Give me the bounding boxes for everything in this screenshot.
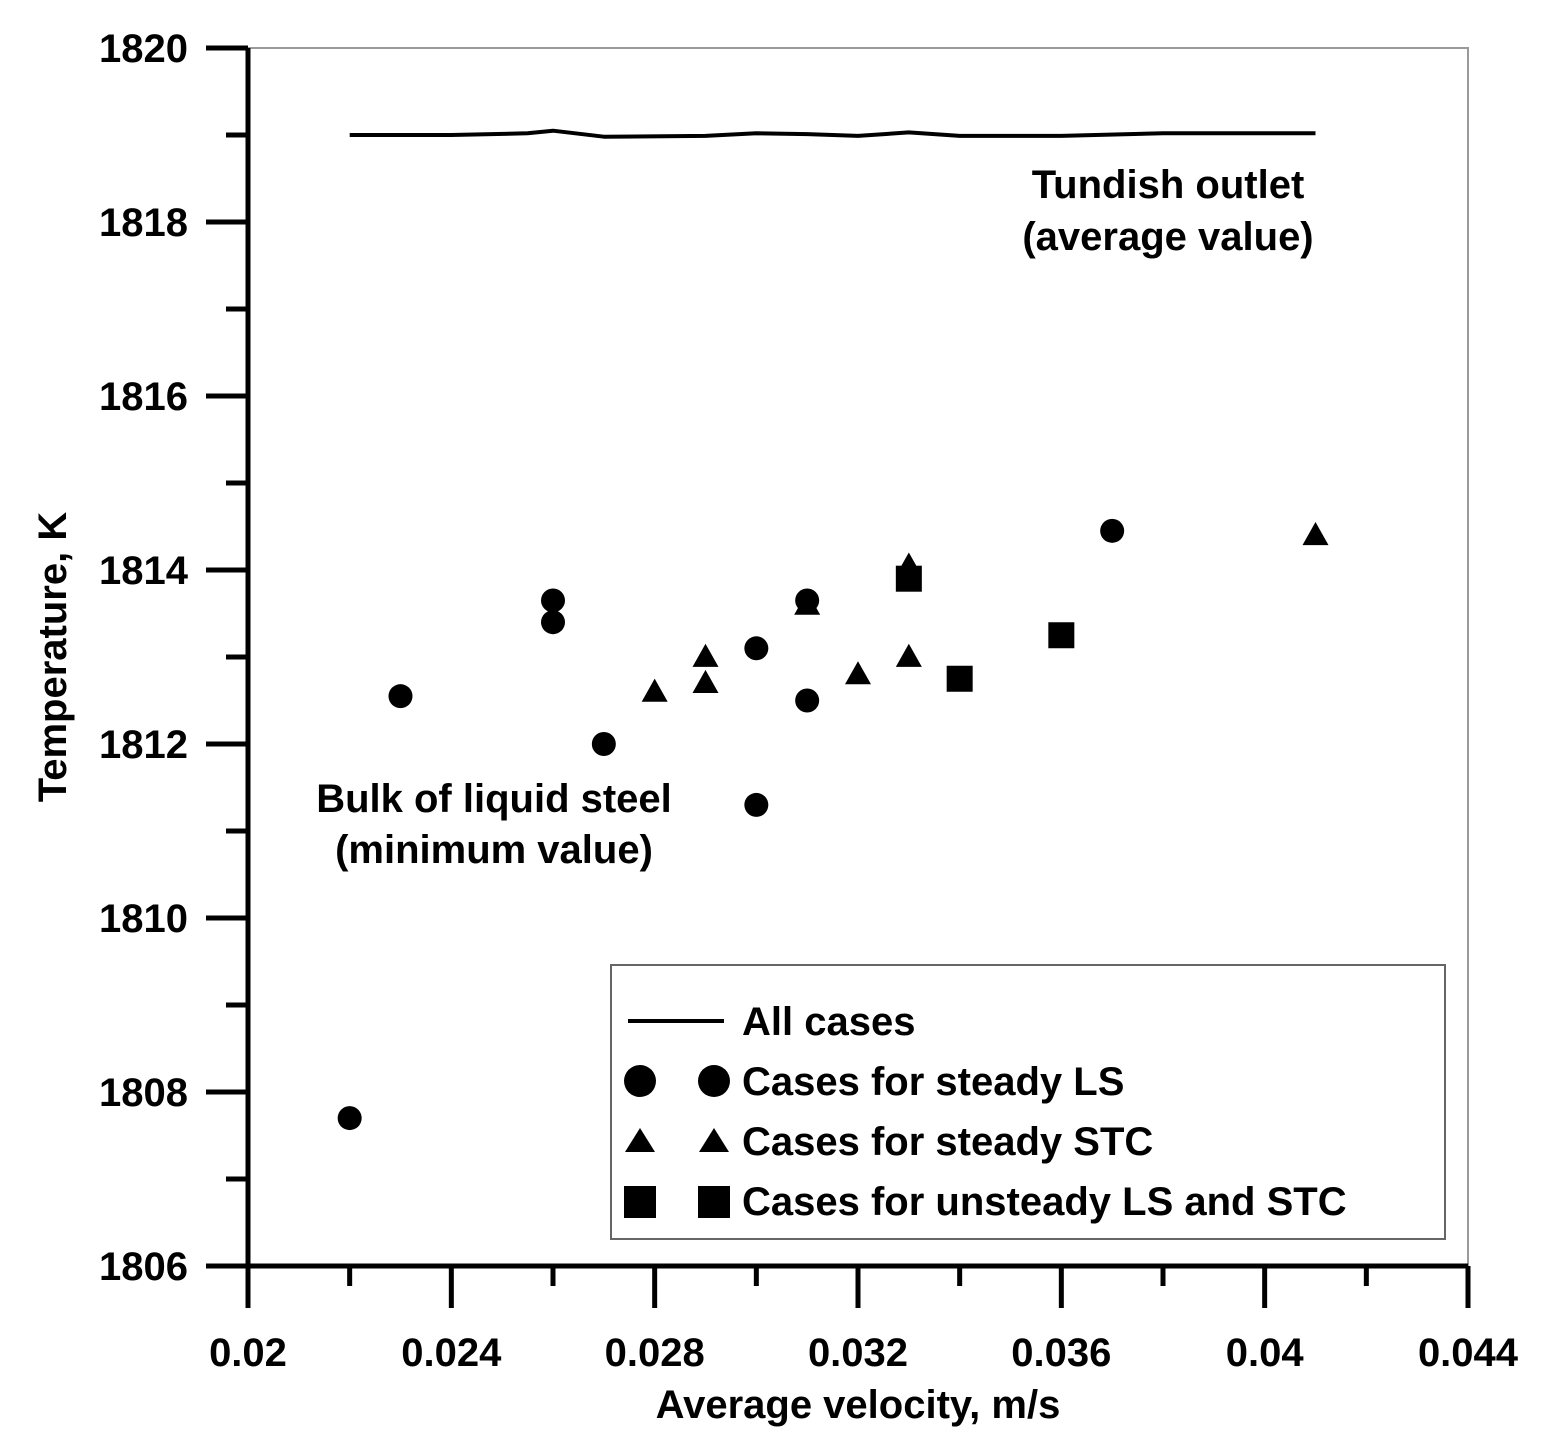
y-tick-label: 1814 xyxy=(99,549,189,593)
point-steady-ls xyxy=(337,1106,362,1131)
legend-triangle-symbol-1 xyxy=(625,1128,655,1152)
x-axis-title: Average velocity, m/s xyxy=(656,1383,1061,1427)
point-steady-stc xyxy=(845,661,871,685)
annotation-bulk-line1: Bulk of liquid steel xyxy=(316,777,672,821)
x-tick-label: 0.036 xyxy=(1011,1331,1111,1375)
x-tick-label: 0.02 xyxy=(209,1331,287,1375)
y-tick-label: 1808 xyxy=(99,1071,188,1115)
point-steady-ls xyxy=(388,684,413,709)
point-steady-ls xyxy=(744,636,769,661)
point-steady-ls xyxy=(744,792,769,817)
point-steady-ls xyxy=(541,610,565,635)
series-line-all-cases xyxy=(349,128,1316,139)
legend-square-symbol-1 xyxy=(624,1186,656,1218)
point-unsteady xyxy=(895,565,922,592)
point-steady-stc xyxy=(692,669,719,693)
point-unsteady xyxy=(1048,622,1075,649)
y-tick-label: 1812 xyxy=(99,723,188,767)
point-steady-stc xyxy=(895,643,922,667)
legend-label-steady-stc: Cases for steady STC xyxy=(742,1120,1153,1164)
point-steady-stc xyxy=(1302,522,1329,546)
point-steady-ls xyxy=(1100,518,1125,543)
series-layer xyxy=(337,128,1329,1131)
annotation-outlet-line2: (average value) xyxy=(1022,215,1313,259)
legend: All cases Cases for steady LS Cases for … xyxy=(610,964,1446,1240)
legend-square-symbol-2 xyxy=(698,1186,730,1218)
legend-triangle-symbol-2 xyxy=(699,1128,729,1152)
annotation-bulk-line2: (minimum value) xyxy=(335,828,653,872)
y-tick-label: 1820 xyxy=(99,27,188,71)
x-tick-label: 0.044 xyxy=(1418,1331,1519,1375)
legend-box xyxy=(610,964,1446,1240)
point-steady-ls xyxy=(591,732,616,756)
legend-label-unsteady: Cases for unsteady LS and STC xyxy=(742,1180,1347,1224)
legend-label-all-cases: All cases xyxy=(742,1000,915,1044)
point-steady-ls xyxy=(541,588,565,613)
annotation-outlet-line1: Tundish outlet xyxy=(1032,163,1305,207)
legend-circle-symbol-1 xyxy=(624,1065,656,1097)
x-tick-label: 0.028 xyxy=(605,1331,705,1375)
x-tick-label: 0.024 xyxy=(401,1331,502,1375)
point-steady-stc xyxy=(641,678,668,702)
point-unsteady xyxy=(946,665,973,692)
point-steady-ls xyxy=(795,688,820,713)
x-tick-label: 0.032 xyxy=(808,1331,908,1375)
legend-circle-symbol-2 xyxy=(698,1065,730,1097)
ticks-layer: 1806 1808 1810 1812 1814 1816 1818 1820 0.02 0.02… xyxy=(99,27,1519,1375)
y-tick-label: 1818 xyxy=(99,201,188,245)
point-steady-stc xyxy=(692,643,719,667)
x-tick-label: 0.04 xyxy=(1226,1331,1305,1375)
y-tick-label: 1806 xyxy=(99,1245,188,1289)
y-axis-title: Temperature, K xyxy=(31,512,75,803)
y-tick-label: 1810 xyxy=(99,897,188,941)
legend-label-steady-ls: Cases for steady LS xyxy=(742,1060,1124,1104)
y-tick-label: 1816 xyxy=(99,375,188,419)
point-steady-stc xyxy=(794,591,821,615)
